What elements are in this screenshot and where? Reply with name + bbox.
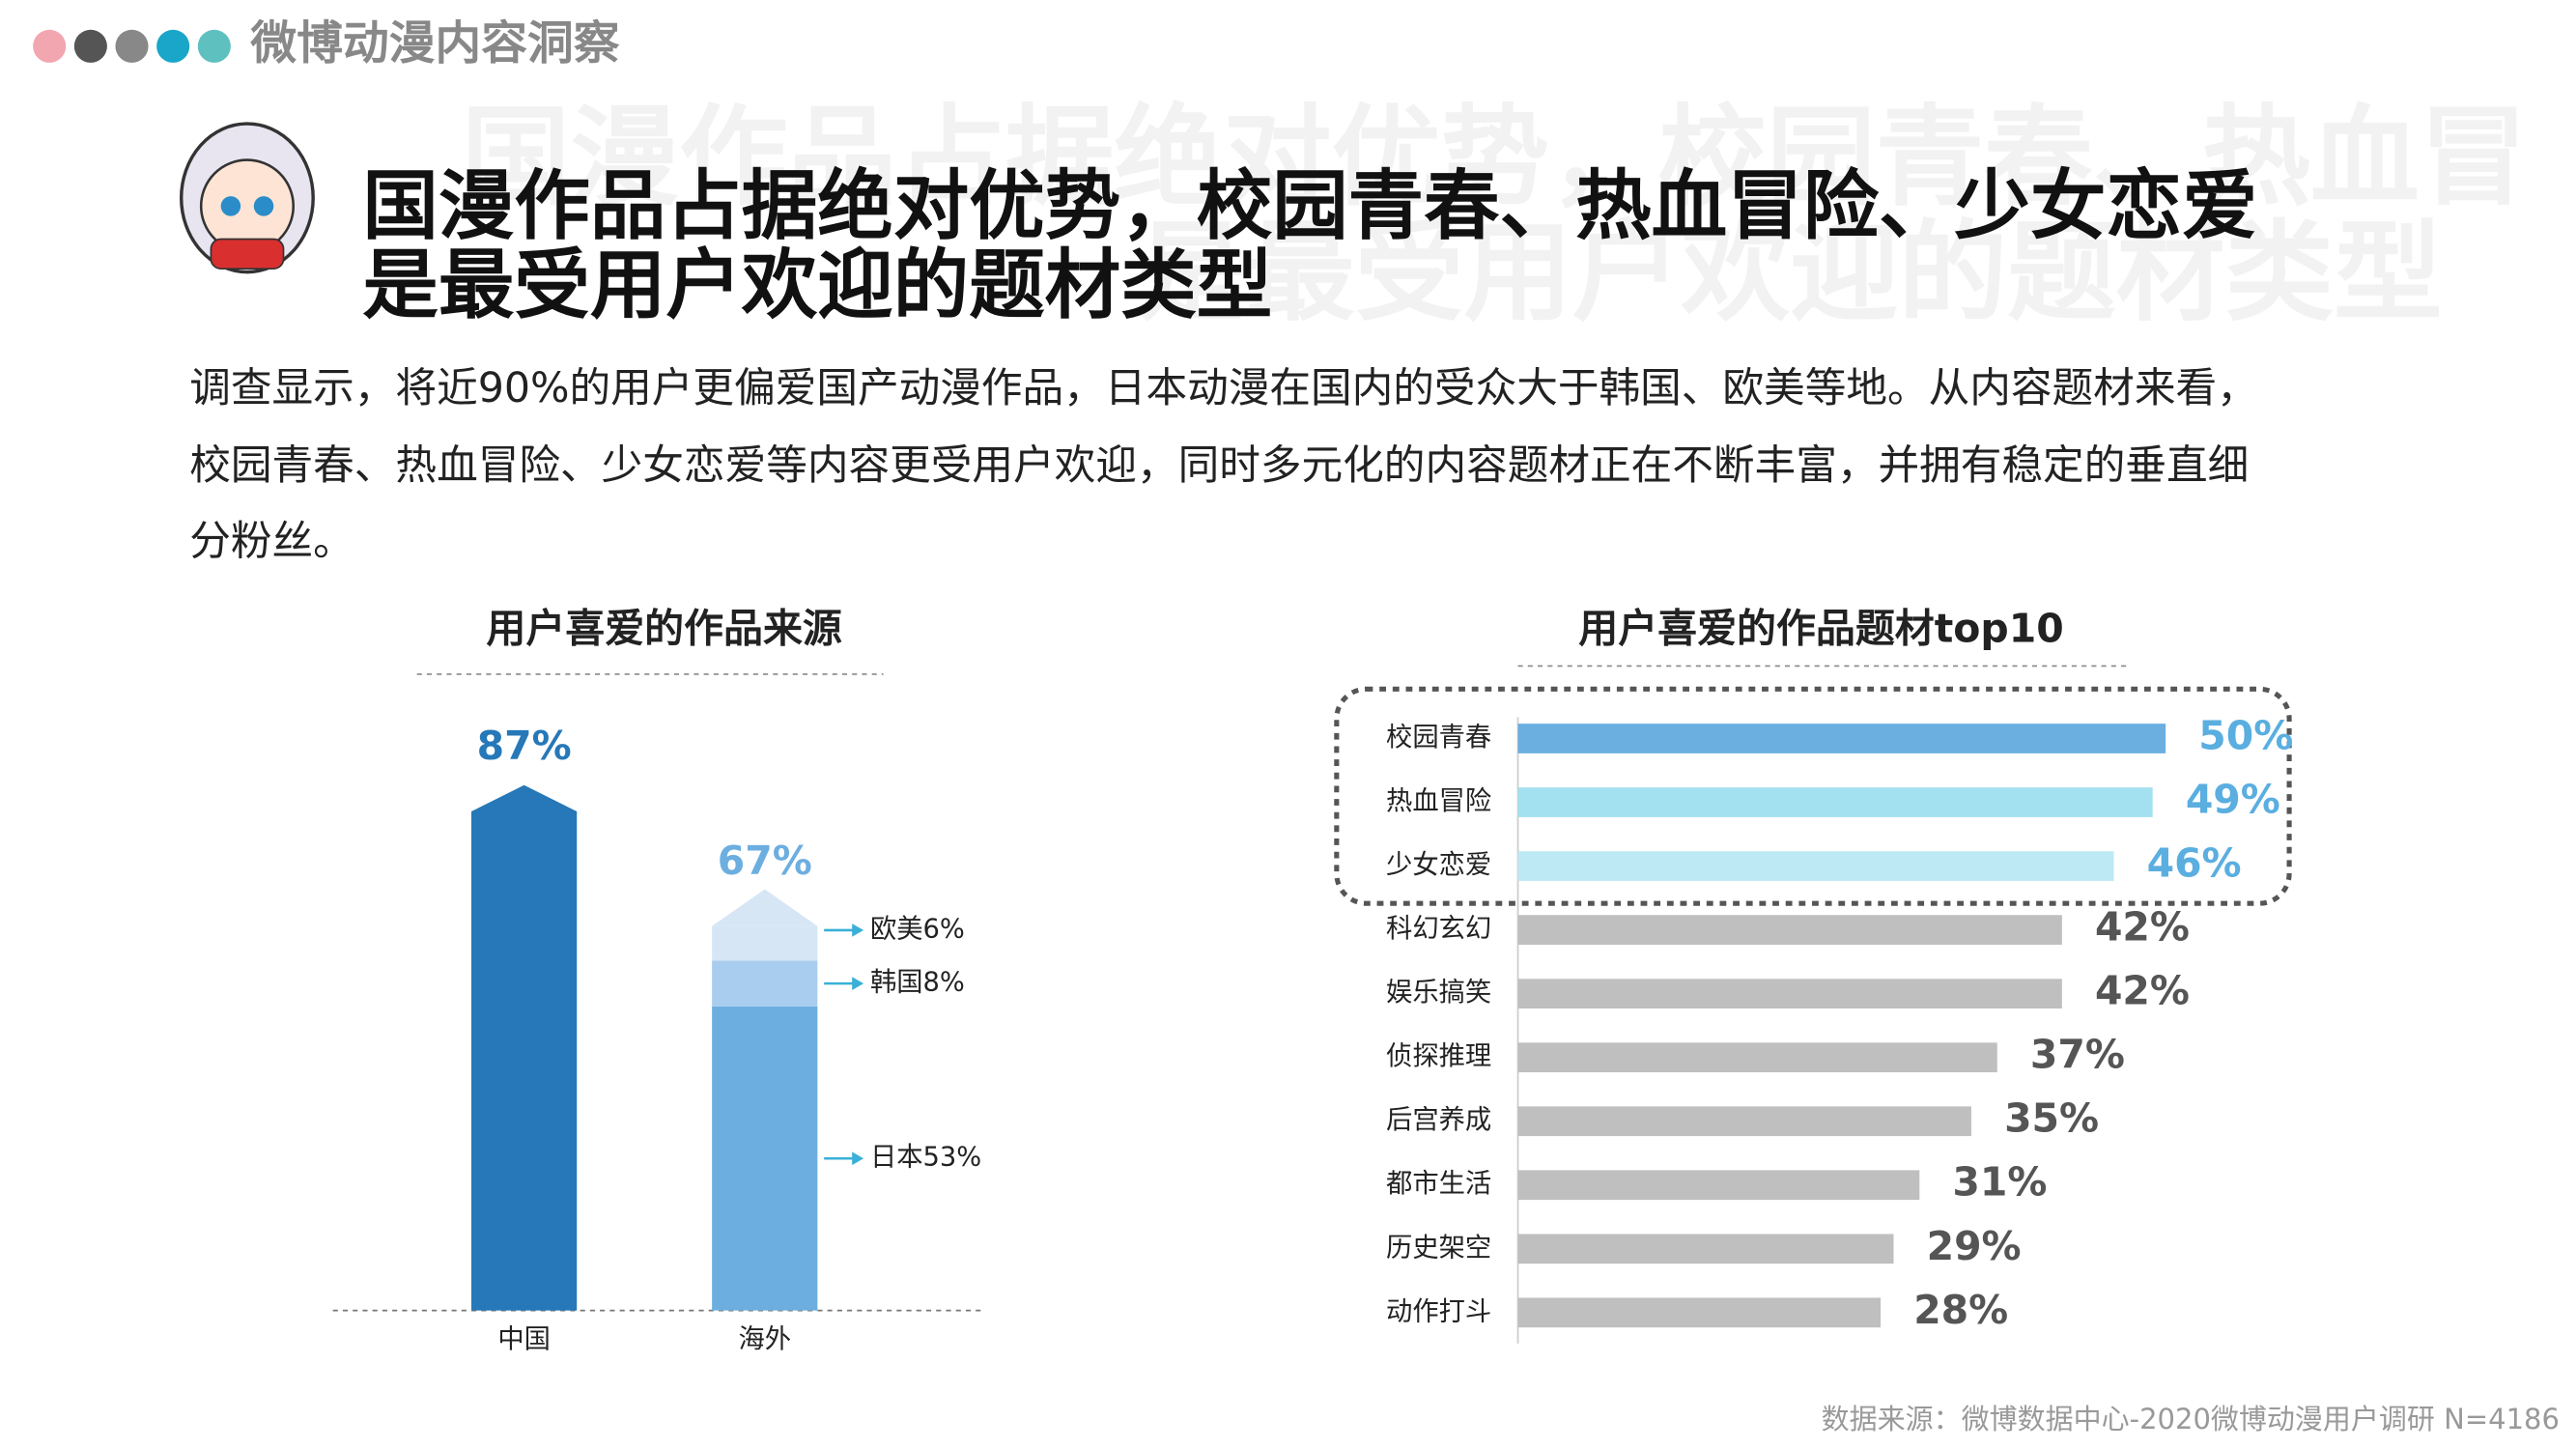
- chart-title: 用户喜爱的作品来源: [486, 606, 841, 652]
- headline: 国漫作品占据绝对优势，校园青春、热血冒险、少女恋爱: [362, 161, 2257, 250]
- y-tick-label: 科幻玄幻: [1386, 914, 1491, 944]
- value-label: 46%: [2147, 840, 2242, 887]
- paragraph: 校园青春、热血冒险、少女恋爱等内容更受用户欢迎，同时多元化的内容题材正在不断丰富…: [189, 441, 2249, 490]
- y-tick-label: 动作打斗: [1386, 1296, 1491, 1326]
- bar: [471, 784, 578, 1311]
- y-tick-label: 少女恋爱: [1386, 850, 1491, 880]
- value-label: 67%: [718, 838, 812, 884]
- mascot: [179, 122, 315, 274]
- dots: [33, 29, 231, 63]
- chart-title: 用户喜爱的作品题材top10: [1578, 606, 2063, 652]
- bar: [1517, 1297, 1882, 1328]
- y-tick-label: 校园青春: [1386, 723, 1491, 753]
- source: 数据来源：微博数据中心-2020微博动漫用户调研 N=4186: [1822, 1403, 2560, 1435]
- value-label: 35%: [2004, 1095, 2099, 1142]
- value-label: 37%: [2030, 1032, 2125, 1078]
- bar: [1517, 1106, 1971, 1137]
- segment-label: 日本53%: [870, 1143, 981, 1173]
- x-tick-label: 海外: [738, 1324, 791, 1354]
- y-tick-label: 历史架空: [1386, 1233, 1491, 1263]
- headline: 是最受用户欢迎的题材类型: [362, 241, 1272, 329]
- bar: [1517, 724, 2166, 753]
- segment-label: 韩国8%: [870, 968, 965, 998]
- section-title: 微博动漫内容洞察: [249, 17, 619, 71]
- bar: [1517, 851, 2114, 881]
- watermark: 是最受用户欢迎的题材类型: [1137, 209, 2442, 336]
- segment-label: 欧美6%: [870, 914, 965, 944]
- bar: [1517, 915, 2062, 945]
- arrow-head: [852, 1151, 864, 1166]
- y-tick-label: 都市生活: [1386, 1169, 1491, 1199]
- bar-cap: [712, 889, 818, 926]
- bar: [1517, 979, 2062, 1009]
- y-tick-label: 热血冒险: [1386, 786, 1491, 816]
- arrow-head: [852, 923, 864, 937]
- bar: [1517, 1234, 1894, 1264]
- bar: [1517, 787, 2153, 817]
- value-label: 42%: [2095, 968, 2190, 1014]
- value-label: 50%: [2198, 713, 2293, 759]
- bar: [1517, 1170, 1920, 1201]
- value-label: 87%: [477, 723, 572, 769]
- highlight-box: [1334, 686, 2292, 906]
- y-tick-label: 后宫养成: [1386, 1105, 1491, 1135]
- value-label: 42%: [2095, 904, 2190, 951]
- value-label: 28%: [1913, 1287, 2008, 1333]
- bar-segment: [712, 1006, 818, 1311]
- bar-segment: [712, 925, 818, 961]
- x-tick-label: 中国: [497, 1324, 551, 1354]
- value-label: 31%: [1952, 1159, 2047, 1206]
- y-tick-label: 娱乐搞笑: [1386, 978, 1491, 1008]
- watermark: 国漫作品占据绝对优势，校园青春、热血冒: [462, 93, 2529, 220]
- bar: [1517, 1042, 1997, 1073]
- arrow-head: [852, 977, 864, 990]
- value-label: 49%: [2186, 777, 2280, 823]
- value-label: 29%: [1927, 1223, 2022, 1269]
- bar-segment: [712, 960, 818, 1007]
- paragraph: 调查显示，将近90%的用户更偏爱国产动漫作品，日本动漫在国内的受众大于韩国、欧美…: [189, 364, 2258, 412]
- y-tick-label: 侦探推理: [1386, 1041, 1491, 1071]
- paragraph: 分粉丝。: [189, 518, 354, 566]
